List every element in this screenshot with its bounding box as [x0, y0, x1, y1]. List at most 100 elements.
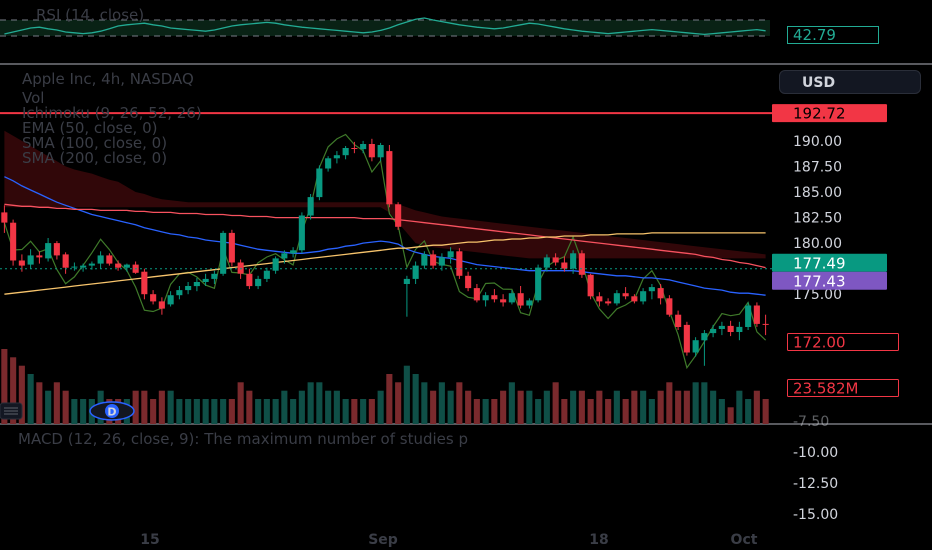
price-badge: 172.00 — [787, 333, 899, 352]
price-badge: 23.582M — [787, 379, 899, 398]
macd-tick-label: -10.00 — [793, 445, 838, 461]
volume-bar — [745, 399, 752, 424]
candle — [351, 141, 358, 154]
candle — [491, 289, 498, 303]
candle — [132, 261, 139, 274]
candle — [281, 250, 288, 264]
rsi-pane: 42.79 — [0, 17, 879, 44]
volume-bar — [167, 390, 174, 424]
legend-sma100[interactable]: SMA (100, close, 0) — [22, 134, 168, 152]
currency-button[interactable]: USD — [779, 70, 921, 94]
time-tick-label: 18 — [589, 532, 608, 548]
candle — [325, 156, 332, 172]
candle — [753, 302, 760, 327]
candle — [106, 253, 113, 266]
legend-sma200[interactable]: SMA (200, close, 0) — [22, 149, 168, 167]
candle — [71, 262, 78, 271]
volume-bar — [561, 399, 568, 424]
volume-bar — [412, 374, 419, 424]
candle — [465, 271, 472, 292]
candle — [298, 212, 305, 254]
time-tick-label: Sep — [368, 532, 398, 548]
volume-bar — [683, 390, 690, 424]
volume-bar — [473, 399, 480, 424]
rsi-label: RSI (14, close) — [36, 6, 145, 24]
go-to-date-button[interactable]: D — [89, 401, 135, 421]
candle — [1, 205, 8, 233]
volume-bar — [438, 382, 445, 424]
macd-tick-label: -7.50 — [793, 414, 829, 430]
candle — [80, 263, 87, 272]
volume-bar — [71, 399, 78, 424]
candle — [421, 251, 428, 269]
candle — [578, 250, 585, 278]
sma-100-line — [4, 203, 766, 269]
time-tick-label: Oct — [731, 532, 758, 548]
ema-50-line — [4, 176, 766, 296]
volume-bar — [675, 390, 682, 424]
price-tick-label: 180.00 — [793, 236, 842, 252]
macd-label: MACD (12, 26, close, 9): The maximum num… — [18, 430, 468, 448]
volume-bar — [290, 399, 297, 424]
price-badge-text: 23.582M — [793, 380, 858, 398]
sma-200-line — [4, 232, 766, 295]
candle — [307, 194, 314, 220]
volume-bar — [648, 399, 655, 424]
candle — [27, 249, 34, 269]
go-to-date-label: D — [107, 406, 116, 419]
candle — [710, 324, 717, 338]
volume-bar — [1, 349, 8, 424]
candle — [193, 277, 200, 292]
volume-bar — [325, 390, 332, 424]
candle — [500, 294, 507, 307]
price-tick-label: 185.00 — [793, 185, 842, 201]
volume-bar — [368, 399, 375, 424]
candle — [736, 321, 743, 341]
volume-bar — [718, 399, 725, 424]
candle — [456, 248, 463, 279]
price-badge: 177.49 — [772, 253, 887, 272]
rsi-value-badge: 42.79 — [787, 26, 879, 44]
volume-bar — [605, 399, 612, 424]
legend-ema[interactable]: EMA (50, close, 0) — [22, 119, 158, 137]
candle — [701, 330, 708, 366]
candle — [762, 314, 769, 336]
candle — [220, 230, 227, 276]
volume-bar — [736, 390, 743, 424]
volume-bar — [281, 390, 288, 424]
candle — [412, 261, 419, 284]
candle — [473, 284, 480, 303]
candle — [316, 165, 323, 201]
legend-vol[interactable]: Vol — [22, 89, 45, 107]
volume-bar — [272, 399, 279, 424]
volume-bar — [220, 399, 227, 424]
price-badge-text: 177.49 — [793, 254, 846, 272]
rsi-value-text: 42.79 — [793, 26, 836, 44]
volume-bar — [211, 399, 218, 424]
candle — [508, 290, 515, 305]
volume-bar — [456, 382, 463, 424]
volume-bar — [298, 390, 305, 424]
hide-panel-icon[interactable] — [0, 402, 23, 420]
price-tick-label: 187.50 — [793, 159, 842, 175]
candle — [211, 270, 218, 284]
symbol-title[interactable]: Apple Inc, 4h, NASDAQ — [22, 70, 194, 88]
volume-bar — [45, 390, 52, 424]
candle — [255, 275, 262, 290]
candle — [526, 298, 533, 309]
volume-bar — [395, 382, 402, 424]
legend-ichimoku[interactable]: Ichimoku (9, 26, 52, 26) — [22, 104, 202, 122]
candle — [648, 284, 655, 300]
volume-bar — [613, 390, 620, 424]
candle — [517, 286, 524, 309]
price-tick-label: 175.00 — [793, 287, 842, 303]
volume-bar — [596, 390, 603, 424]
candle — [246, 268, 253, 290]
candle — [185, 282, 192, 295]
volume-bar — [150, 399, 157, 424]
price-tick-label: 190.00 — [793, 134, 842, 150]
volume-bar — [228, 399, 235, 424]
candle — [395, 202, 402, 230]
candle — [228, 229, 235, 267]
